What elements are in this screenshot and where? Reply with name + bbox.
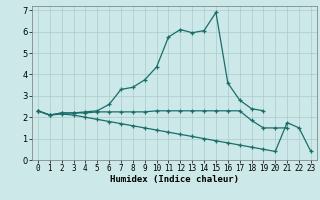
X-axis label: Humidex (Indice chaleur): Humidex (Indice chaleur) <box>110 175 239 184</box>
